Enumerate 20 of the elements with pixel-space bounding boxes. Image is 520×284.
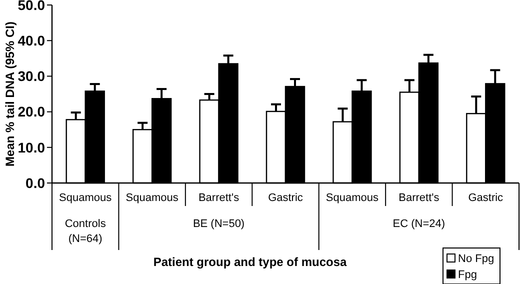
x-tick-label: Squamous [59,192,112,204]
y-tick-label: 50.0 [18,0,46,13]
y-tick-label: 30.0 [18,68,46,84]
text: Controls (N=64) [64,218,106,245]
x-tick-label: Barrett's [398,192,440,204]
text: EC (N=24) [392,218,446,230]
y-tick-label: 0.0 [26,174,46,191]
x-tick-label: Barrett's [198,192,240,204]
text: BE (N=50) [192,218,245,230]
y-axis-title: Mean % tail DNA (95% CI) [3,22,17,166]
legend-label: No Fpg [458,253,494,265]
x-tick-label: Squamous [326,192,380,204]
x-tick-label: Gastric [268,192,304,204]
y-tick-label: 10.0 [18,139,46,156]
x-tick-label: Gastric [468,192,504,204]
x-axis-title: Patient group and type of mucosa [153,255,347,269]
y-tick-label: 20.0 [18,104,46,120]
x-tick-label: Squamous [126,192,179,204]
y-tick-label: 40.0 [18,32,46,48]
legend-label: Fpg [458,269,477,281]
